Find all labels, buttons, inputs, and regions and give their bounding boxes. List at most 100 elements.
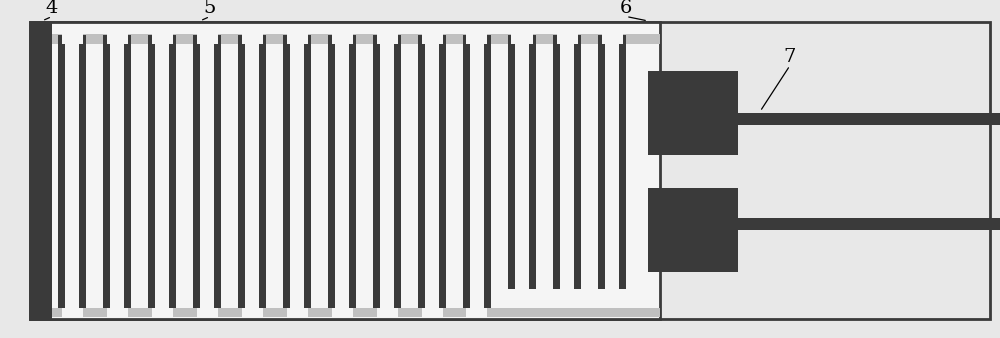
Bar (155, 44, 169, 308)
Bar (287, 34, 308, 44)
Bar (515, 35, 529, 289)
Bar (605, 35, 619, 289)
Bar (124, 35, 131, 289)
Bar (332, 308, 352, 317)
Bar (394, 35, 401, 289)
Bar (62, 34, 82, 44)
Bar (349, 44, 356, 308)
Bar (214, 35, 221, 289)
Bar (422, 308, 442, 317)
Bar (328, 44, 335, 308)
Text: 6: 6 (620, 0, 632, 18)
Bar (619, 35, 626, 289)
Bar (380, 44, 394, 308)
Bar (470, 44, 484, 308)
Bar (62, 308, 82, 317)
Bar (556, 34, 578, 44)
Bar (155, 35, 169, 289)
Bar (148, 44, 155, 308)
Bar (200, 35, 214, 289)
Bar (283, 35, 290, 289)
Bar (65, 44, 79, 308)
Bar (425, 44, 439, 308)
Bar (466, 308, 487, 317)
Bar (648, 71, 738, 155)
Bar (470, 35, 484, 289)
Bar (79, 35, 86, 289)
Bar (169, 44, 176, 308)
Bar (328, 35, 335, 289)
Bar (52, 308, 660, 317)
Bar (169, 35, 176, 289)
Bar (598, 35, 605, 289)
Bar (214, 44, 221, 308)
Bar (508, 35, 515, 289)
Bar (463, 35, 470, 289)
Bar (602, 34, 622, 44)
Bar (259, 44, 266, 308)
Bar (58, 35, 65, 289)
Bar (484, 44, 491, 308)
Bar (65, 35, 79, 289)
Bar (335, 35, 349, 289)
Bar (425, 35, 439, 289)
Bar (418, 44, 425, 308)
Bar (245, 35, 259, 289)
Bar (422, 34, 442, 44)
Bar (242, 308, 262, 317)
Bar (484, 35, 491, 289)
Bar (439, 44, 446, 308)
Bar (466, 34, 487, 44)
Bar (553, 35, 560, 289)
Bar (110, 35, 124, 289)
Bar (242, 34, 262, 44)
Bar (79, 44, 86, 308)
Bar (373, 44, 380, 308)
Bar (574, 35, 581, 289)
Text: 4: 4 (46, 0, 58, 18)
Text: 7: 7 (784, 48, 796, 67)
Bar (152, 308, 173, 317)
Bar (648, 188, 738, 272)
Bar (560, 35, 574, 289)
Bar (238, 44, 245, 308)
Bar (148, 35, 155, 289)
Bar (52, 34, 660, 44)
Bar (335, 44, 349, 308)
Bar (418, 35, 425, 289)
Bar (238, 35, 245, 289)
Bar (660, 113, 1000, 125)
Bar (394, 44, 401, 308)
Bar (107, 34, 128, 44)
Bar (193, 35, 200, 289)
Bar (58, 44, 65, 308)
Bar (304, 44, 311, 308)
Bar (124, 44, 131, 308)
Bar (660, 218, 1000, 230)
Bar (332, 34, 352, 44)
Bar (380, 35, 394, 289)
Bar (107, 308, 128, 317)
Bar (30, 22, 990, 319)
Bar (290, 44, 304, 308)
Bar (304, 35, 311, 289)
Bar (373, 35, 380, 289)
Bar (259, 35, 266, 289)
Bar (103, 35, 110, 289)
Bar (529, 35, 536, 289)
Bar (30, 22, 660, 319)
Bar (103, 44, 110, 308)
Bar (193, 44, 200, 308)
Text: 5: 5 (204, 0, 216, 18)
Bar (349, 35, 356, 289)
Bar (463, 44, 470, 308)
Bar (152, 34, 173, 44)
Bar (245, 44, 259, 308)
Bar (376, 34, 398, 44)
Bar (511, 34, 532, 44)
Bar (287, 308, 308, 317)
Bar (283, 44, 290, 308)
Bar (30, 22, 52, 319)
Bar (376, 308, 398, 317)
Bar (110, 44, 124, 308)
